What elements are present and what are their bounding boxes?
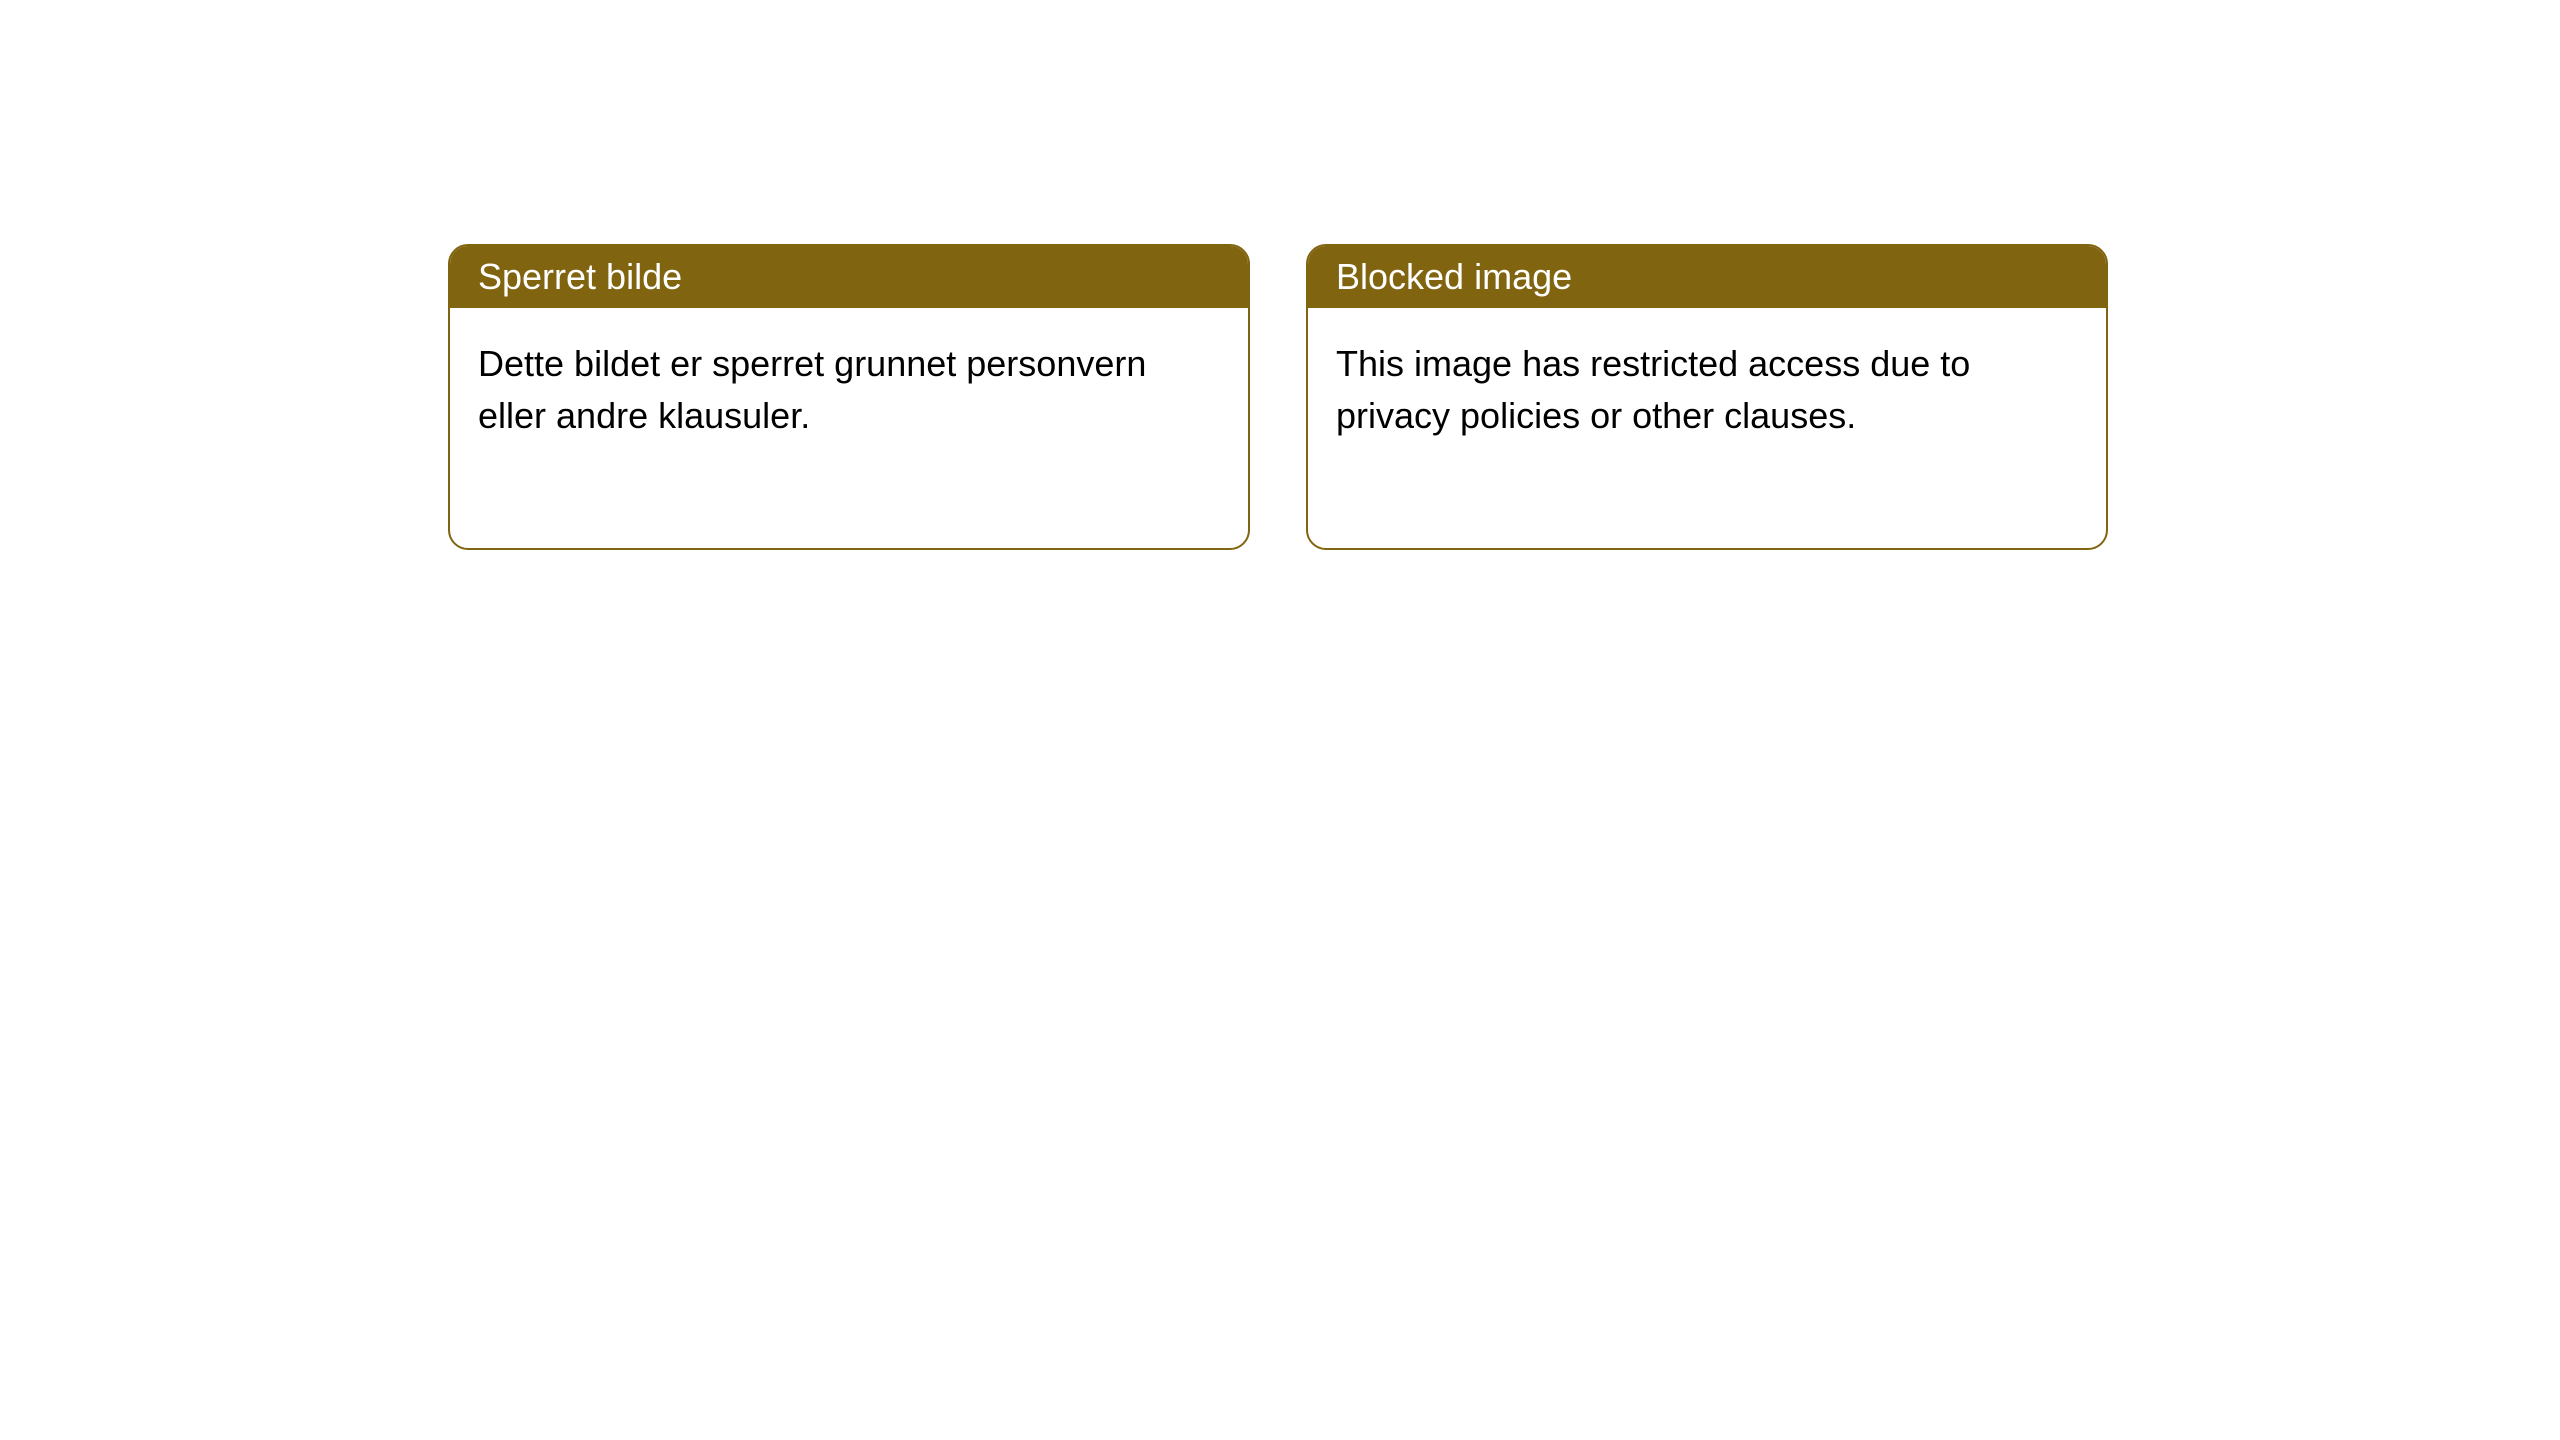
notice-card-text: Dette bildet er sperret grunnet personve… [478,343,1146,436]
notice-card-no: Sperret bilde Dette bildet er sperret gr… [448,244,1250,550]
notice-card-body: This image has restricted access due to … [1308,308,2106,548]
notice-card-body: Dette bildet er sperret grunnet personve… [450,308,1248,548]
notice-cards-container: Sperret bilde Dette bildet er sperret gr… [0,0,2560,550]
notice-card-text: This image has restricted access due to … [1336,343,1970,436]
notice-card-en: Blocked image This image has restricted … [1306,244,2108,550]
notice-card-title: Sperret bilde [478,256,682,297]
notice-card-header: Blocked image [1308,246,2106,308]
notice-card-header: Sperret bilde [450,246,1248,308]
notice-card-title: Blocked image [1336,256,1572,297]
